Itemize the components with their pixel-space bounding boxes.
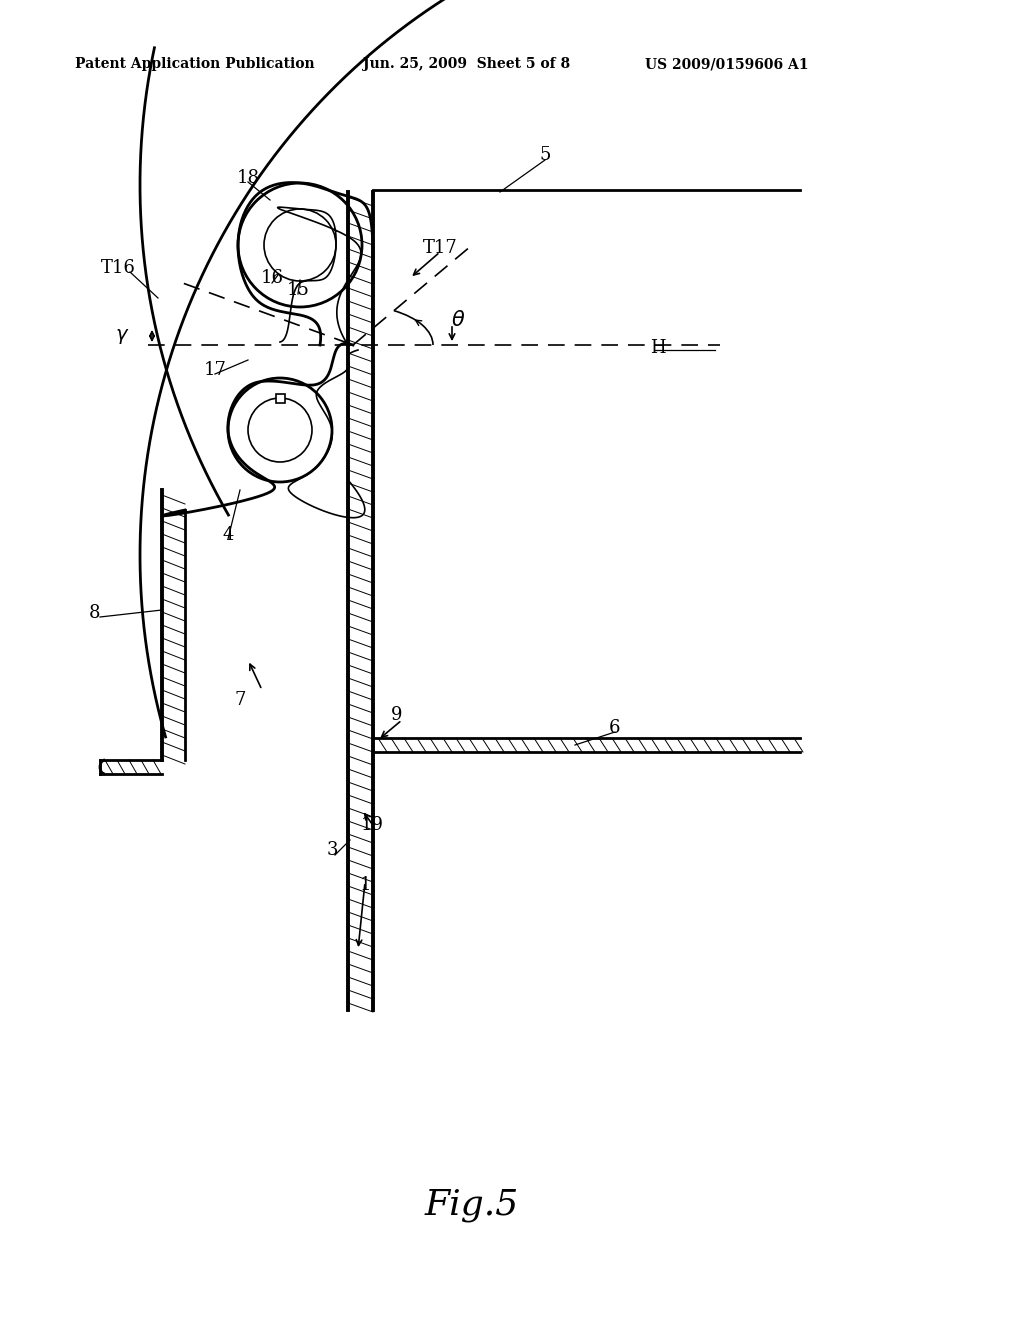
Text: 8: 8 bbox=[89, 605, 100, 622]
Text: 1: 1 bbox=[359, 876, 371, 894]
Text: 7: 7 bbox=[234, 690, 246, 709]
Text: 6: 6 bbox=[609, 719, 621, 737]
Text: Jun. 25, 2009  Sheet 5 of 8: Jun. 25, 2009 Sheet 5 of 8 bbox=[362, 57, 570, 71]
Text: 3: 3 bbox=[327, 841, 338, 859]
Text: US 2009/0159606 A1: US 2009/0159606 A1 bbox=[645, 57, 809, 71]
Bar bbox=[275, 393, 285, 403]
Text: $\theta$: $\theta$ bbox=[451, 310, 465, 330]
Text: 5: 5 bbox=[540, 147, 551, 164]
Text: 16: 16 bbox=[260, 269, 284, 286]
Text: 17: 17 bbox=[204, 360, 226, 379]
Text: 18: 18 bbox=[237, 169, 259, 187]
Text: T16: T16 bbox=[100, 259, 135, 277]
Text: 9: 9 bbox=[391, 706, 402, 723]
Text: Fig.5: Fig.5 bbox=[425, 1188, 519, 1222]
Text: 15: 15 bbox=[287, 281, 309, 300]
Text: T17: T17 bbox=[423, 239, 458, 257]
Text: Patent Application Publication: Patent Application Publication bbox=[75, 57, 314, 71]
Text: 19: 19 bbox=[360, 816, 384, 834]
Text: $\gamma$: $\gamma$ bbox=[115, 326, 129, 346]
Text: H: H bbox=[650, 339, 666, 356]
Text: 4: 4 bbox=[222, 525, 233, 544]
